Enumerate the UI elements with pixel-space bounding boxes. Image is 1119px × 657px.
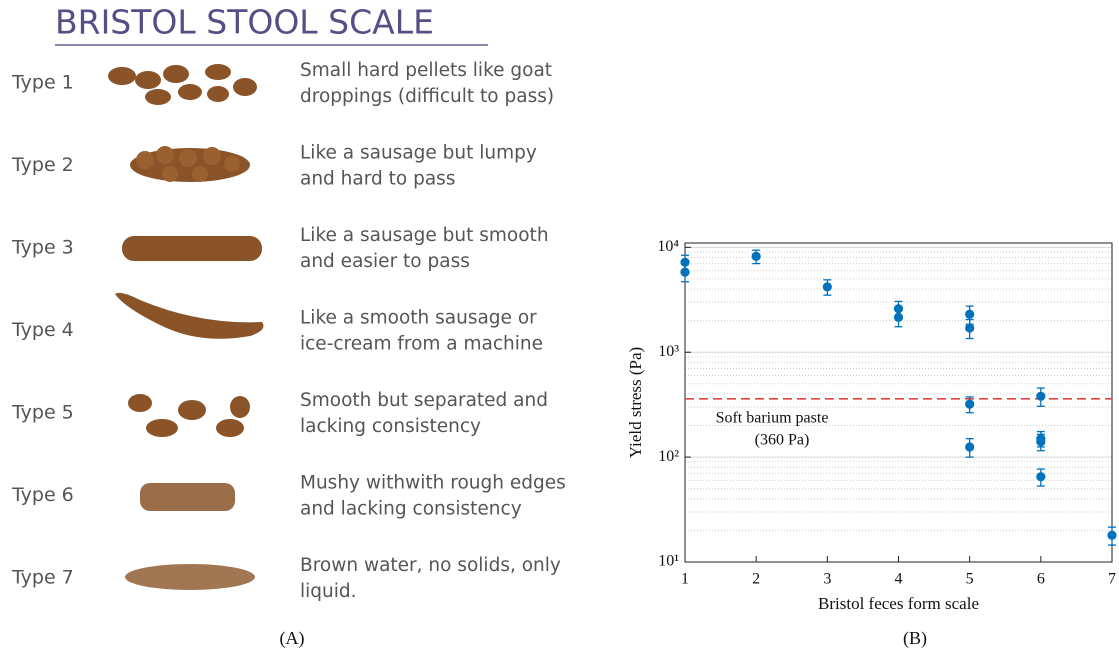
y-axis-label: Yield stress (Pa) [626, 347, 645, 458]
data-point [965, 323, 975, 333]
x-axis-label: Bristol feces form scale [818, 594, 979, 613]
data-point [965, 442, 975, 452]
type-label: Type 1 [11, 72, 74, 94]
x-tick-label: 2 [752, 571, 760, 588]
panel-title: BRISTOL STOOL SCALE [55, 3, 434, 42]
data-point [965, 309, 975, 319]
panel-b: 10¹ 10² 10³ 10⁴ 1 2 3 4 5 6 7 Bristol feces form sc… [626, 238, 1117, 613]
type-description: and hard to pass [300, 169, 455, 190]
reference-label: Soft barium paste [716, 409, 829, 426]
type-description: liquid. [300, 581, 357, 602]
caption-a: (A) [280, 628, 305, 649]
y-tick-label: 10⁴ [657, 238, 679, 255]
type-description: ice-cream from a machine [300, 334, 543, 355]
icons [108, 64, 264, 590]
y-tick-label: 10¹ [658, 553, 679, 570]
x-tick-label: 3 [823, 571, 831, 588]
data-point [893, 304, 904, 314]
type-description: and lacking consistency [300, 499, 522, 520]
x-tick-label: 7 [1108, 571, 1116, 588]
type-description: Mushy withwith rough edges [300, 473, 566, 494]
x-tick-label: 5 [966, 571, 974, 588]
type-description: Smooth but separated and [300, 390, 548, 411]
reference-label: (360 Pa) [755, 431, 810, 448]
type-description: Like a sausage but smooth [300, 225, 549, 246]
type-description: Small hard pellets like goat [300, 60, 552, 81]
type-label: Type 6 [11, 484, 74, 506]
type-label: Type 3 [11, 237, 74, 259]
icon-type-6 [140, 483, 235, 511]
type-description: and easier to pass [300, 251, 470, 272]
x-tick-label: 1 [681, 571, 689, 588]
icon-type-1 [108, 64, 257, 105]
data-point [1107, 530, 1117, 540]
type-label: Type 2 [11, 154, 74, 176]
data-point [965, 399, 975, 409]
y-tick-label: 10³ [658, 343, 679, 360]
type-description: Like a smooth sausage or [300, 308, 537, 329]
type-label: Type 4 [11, 319, 74, 341]
icon-type-2 [130, 146, 250, 182]
data-point [1036, 472, 1046, 482]
type-description: Brown water, no solids, only [300, 555, 561, 576]
data-point [751, 251, 761, 261]
x-tick-label: 4 [895, 571, 903, 588]
x-tick-label: 6 [1037, 571, 1045, 588]
icon-type-7 [125, 564, 255, 590]
type-description: lacking consistency [300, 416, 481, 437]
panel-a: BRISTOL STOOL SCALE Type 1 Small hard pel… [11, 3, 566, 603]
data-point [1036, 437, 1046, 447]
y-tick-label: 10² [658, 448, 679, 465]
plot-frame [684, 242, 1113, 563]
type-description: Like a sausage but lumpy [300, 143, 537, 164]
data-point [893, 312, 904, 322]
icon-type-5 [128, 394, 250, 437]
type-description: droppings (difficult to pass) [300, 86, 554, 107]
icon-type-3 [122, 236, 262, 261]
type-label: Type 7 [11, 567, 74, 589]
data-point [1036, 391, 1046, 401]
icon-type-4 [115, 292, 264, 339]
type-label: Type 5 [11, 402, 74, 424]
caption-b: (B) [903, 628, 927, 649]
data-point [680, 267, 690, 277]
data-point [822, 282, 832, 292]
